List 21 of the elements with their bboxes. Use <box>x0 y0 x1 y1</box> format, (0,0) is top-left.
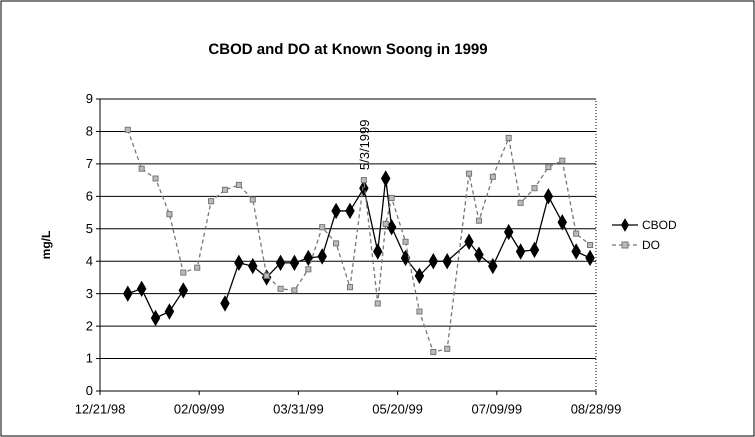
x-tick-label: 05/20/99 <box>372 402 423 417</box>
y-tick-label: 3 <box>86 286 93 301</box>
x-tick-label: 07/09/99 <box>471 402 522 417</box>
x-tick-label: 12/21/98 <box>74 402 126 417</box>
y-tick-label: 4 <box>86 253 93 268</box>
y-tick-label: 5 <box>86 220 93 236</box>
y-tick-label: 9 <box>86 91 93 106</box>
x-tick-label: 02/09/99 <box>174 402 225 417</box>
x-tick-label: 08/28/99 <box>570 402 622 417</box>
y-tick-label: 1 <box>86 350 93 366</box>
y-tick-label: 0 <box>86 383 93 398</box>
y-axis-title: mg/L <box>39 230 53 260</box>
annotation: 5/3/1999 <box>356 120 372 170</box>
y-tick-label: 6 <box>86 188 93 204</box>
y-tick-label: 2 <box>86 318 93 334</box>
x-tick-label: 03/31/99 <box>273 402 324 417</box>
legend-label: DO <box>642 238 660 252</box>
y-tick-label: 8 <box>86 124 93 139</box>
legend-label: CBOD <box>642 218 678 232</box>
y-tick-label: 7 <box>86 156 93 172</box>
chart-title: CBOD and DO at Known Soong in 1999 <box>208 41 488 58</box>
